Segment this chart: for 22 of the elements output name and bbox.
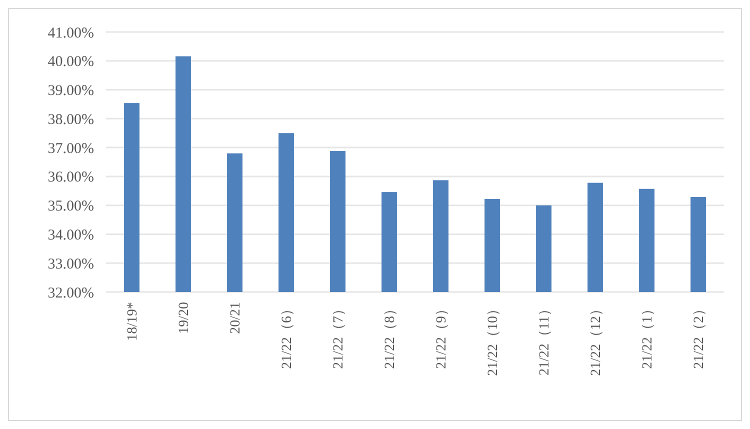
y-tick-label: 39.00% <box>48 83 94 100</box>
x-tick-label: 18/19* <box>126 302 141 341</box>
x-tick-label: 21/22（8） <box>383 302 398 369</box>
x-tick-label: 21/22（11） <box>538 302 553 376</box>
y-tick-label: 34.00% <box>48 227 94 244</box>
y-tick-label: 38.00% <box>48 112 94 128</box>
x-tick-label: 20/21 <box>228 302 244 334</box>
y-tick-label: 32.00% <box>48 285 94 302</box>
x-tick-label: 21/22（2） <box>692 302 708 369</box>
y-tick-label: 41.00% <box>48 25 94 42</box>
x-tick-label: 19/20 <box>177 302 192 334</box>
y-tick-label: 40.00% <box>48 54 94 70</box>
y-tick-label: 35.00% <box>48 198 94 215</box>
y-tick-label: 33.00% <box>48 256 94 272</box>
x-tick-label: 21/22（9） <box>434 302 450 369</box>
y-tick-label: 36.00% <box>48 170 94 186</box>
x-tick-label: 21/22（7） <box>332 302 347 369</box>
x-tick-label: 21/22（12） <box>589 302 604 376</box>
y-tick-label: 37.00% <box>48 140 94 157</box>
x-tick-label: 21/22（1） <box>640 302 656 369</box>
x-tick-label: 21/22（6） <box>280 302 296 369</box>
x-tick-label: 21/22（10） <box>486 302 502 376</box>
